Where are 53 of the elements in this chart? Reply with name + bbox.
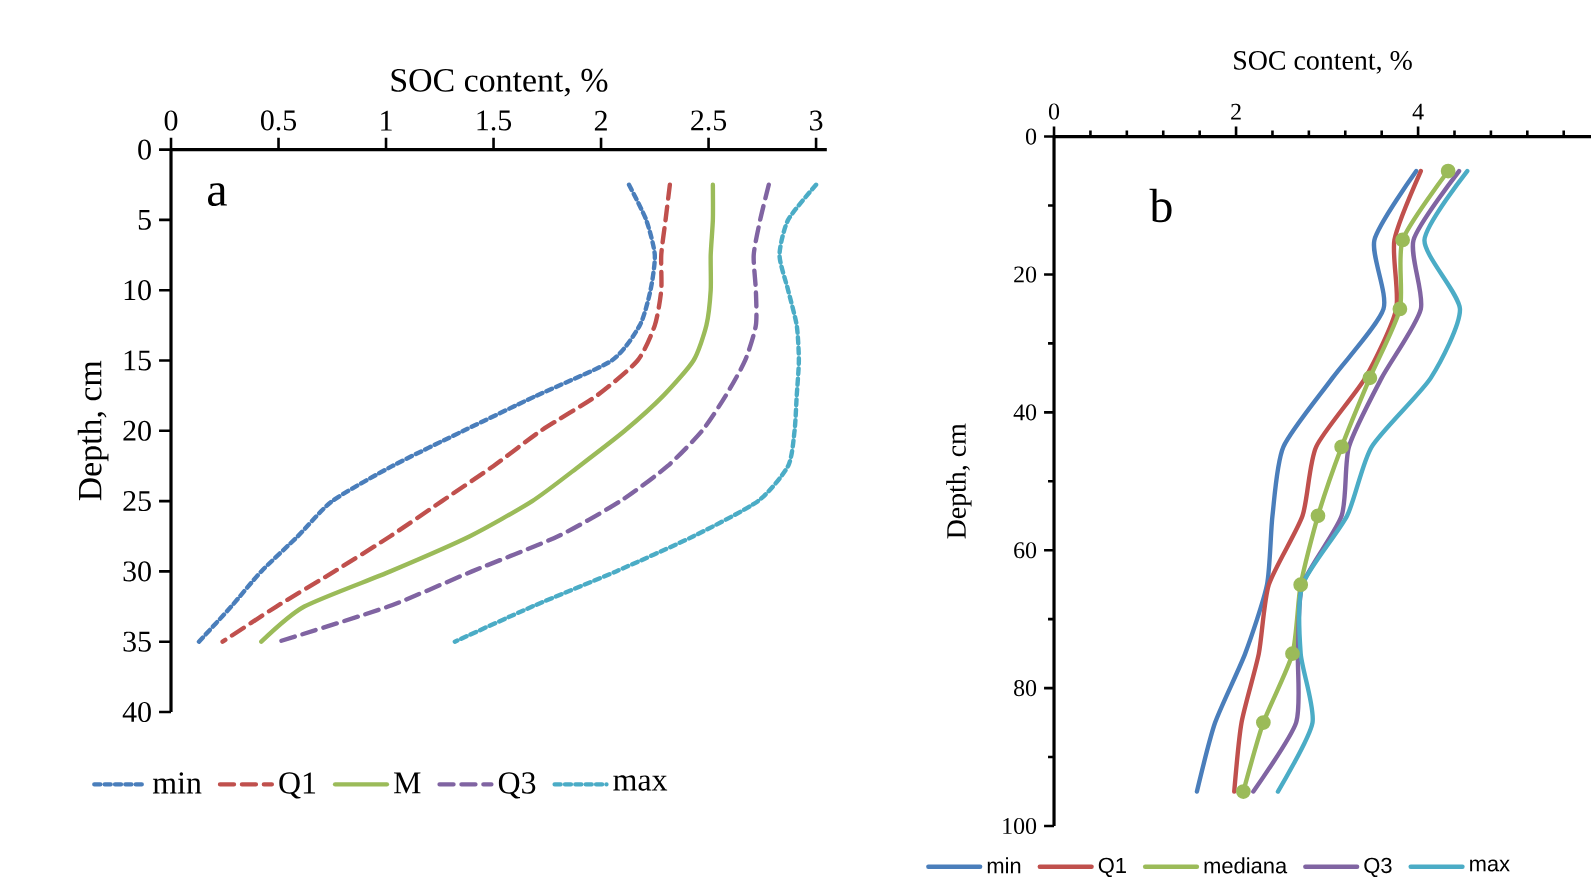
point <box>1334 439 1350 455</box>
legend-label: min <box>987 857 1021 874</box>
y-tick-label: 20 <box>1014 266 1037 283</box>
point <box>1362 370 1378 386</box>
y-tick-label: 0 <box>138 139 151 160</box>
x-tick-label: 0.5 <box>260 110 297 131</box>
y-tick-label: 100 <box>1003 817 1037 835</box>
annotation: a <box>207 183 227 207</box>
x-axis-title: SOC content, % <box>1234 50 1412 74</box>
legend-label: max <box>613 775 668 791</box>
x-tick-label: 2.5 <box>691 110 727 131</box>
y-tick-label: 10 <box>124 280 151 301</box>
line-series <box>1194 168 1419 794</box>
legend-label: Q1 <box>1098 857 1126 878</box>
legend-label: M <box>393 772 421 794</box>
x-tick-label: 3 <box>810 110 823 131</box>
y-tick-label: 15 <box>124 350 151 371</box>
y-tick-label: 0 <box>1025 128 1037 145</box>
y-tick-label: 20 <box>123 420 151 441</box>
point <box>1285 646 1300 662</box>
legend-label: Q1 <box>279 772 316 799</box>
x-tick-label: 4 <box>1412 103 1424 120</box>
y-tick-label: 80 <box>1014 680 1037 697</box>
x-tick-label: 0 <box>1048 103 1060 120</box>
line-series <box>452 182 819 644</box>
x-axis-title: SOC content, % <box>391 68 608 97</box>
y-axis-title: Depth, cm <box>946 423 972 539</box>
y-tick-label: 30 <box>123 561 151 582</box>
x-tick-label: 0 <box>164 110 178 131</box>
annotation: b <box>1149 188 1172 223</box>
legend-label: max <box>1470 859 1510 872</box>
y-axis-title: Depth, cm <box>77 360 109 501</box>
x-tick-label: 2 <box>1231 103 1241 120</box>
y-tick-label: 5 <box>138 209 151 230</box>
point <box>1392 301 1408 317</box>
x-tick-label: 1 <box>381 110 392 131</box>
point <box>1395 232 1410 248</box>
y-tick-label: 60 <box>1014 542 1037 559</box>
x-tick-label: 2 <box>594 110 607 131</box>
point <box>1310 508 1326 524</box>
legend-label: Q3 <box>498 772 536 799</box>
y-tick-label: 40 <box>122 701 151 723</box>
legend-label: mediana <box>1204 857 1288 874</box>
point <box>1255 715 1271 730</box>
x-tick-label: 1.5 <box>477 110 512 131</box>
legend-label: min <box>152 772 202 794</box>
point <box>1235 784 1251 799</box>
y-tick-label: 25 <box>123 491 151 512</box>
legend-label: Q3 <box>1364 857 1392 878</box>
y-tick-label: 35 <box>123 631 151 652</box>
y-tick-label: 40 <box>1013 404 1037 421</box>
point <box>1440 163 1456 179</box>
point <box>1293 577 1309 593</box>
